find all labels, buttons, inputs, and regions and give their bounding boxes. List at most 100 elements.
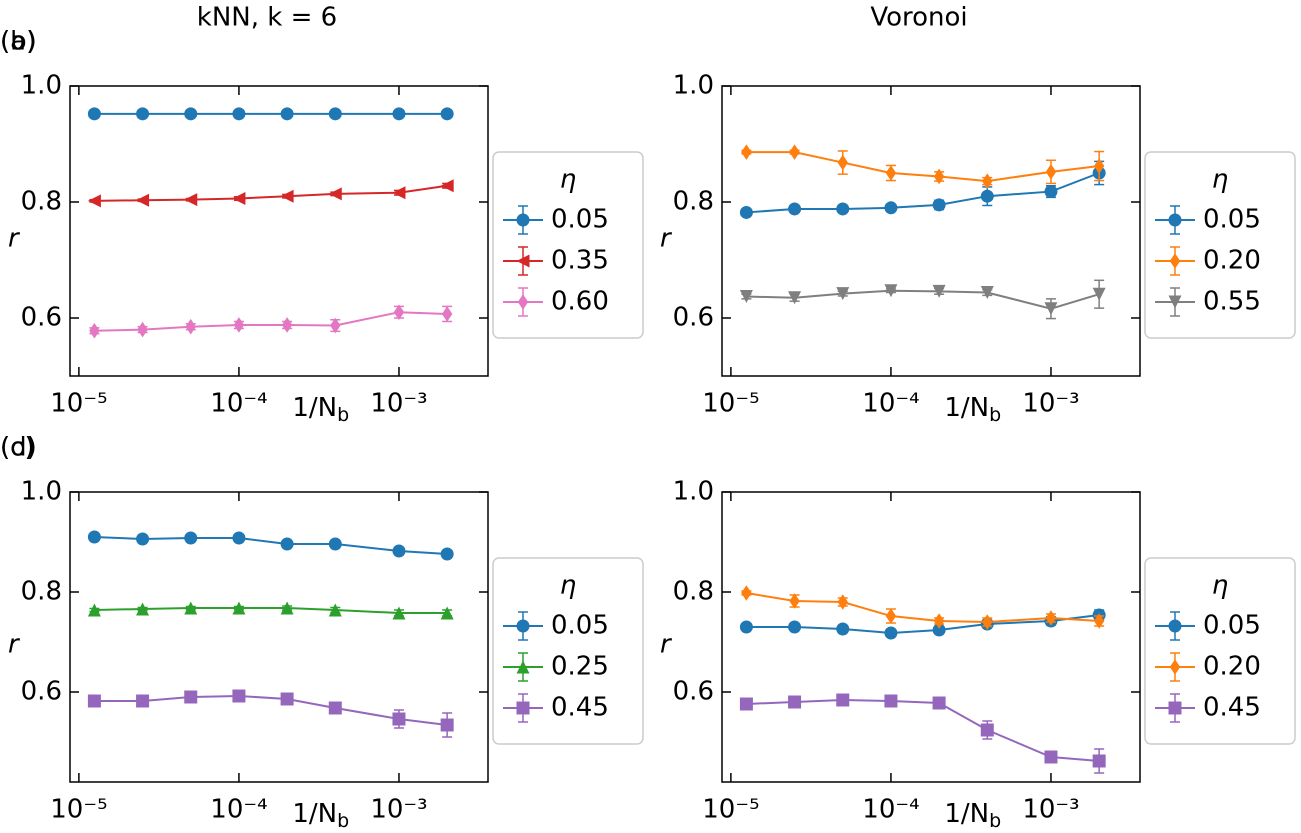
marker [1093,158,1105,174]
legend-title: η [560,571,576,601]
y-axis-label: r [8,224,21,254]
panel: 0.6 0.8 1.0 10⁻⁵ 10⁻⁴ 10⁻³ (a) kNN, k = 6 r 1/Nb η… [0,3,644,426]
marker [836,287,850,301]
legend-title: η [1212,165,1228,195]
marker [137,321,148,338]
x-tick-label: 10⁻⁴ [210,389,267,419]
legend-label: 0.55 [1203,287,1261,317]
series-line [94,536,448,555]
marker [441,306,453,322]
marker [136,193,150,207]
marker [836,693,850,707]
marker [1045,164,1057,180]
panel: 0.60.81.010⁻⁵ 10⁻⁴ 10⁻³(b)Voronoir1/Nbη0.0… [0,3,1296,426]
marker [1093,613,1105,629]
x-tick-label: 10⁻³ [1022,795,1079,825]
plot-frame [721,491,1141,783]
marker [885,165,897,181]
marker [980,189,994,203]
legend-label: 0.20 [1203,652,1261,682]
marker [788,202,802,216]
y-axis-label: r [8,630,21,660]
marker [280,601,294,615]
panel: 0.6 0.8 1.0 10⁻⁵ 10⁻⁴ 10⁻³ (c) r 1/Nb η 0.05 0.25 0.… [0,433,644,832]
marker [516,619,530,633]
legend-label: 0.35 [551,246,609,276]
series-line [94,184,448,202]
x-tick-label: 10⁻⁴ [862,389,919,419]
x-axis-label-sub: b [337,404,349,426]
x-axis-label: 1/Nb [944,799,1001,832]
x-tick-label: 10⁻⁴ [210,795,267,825]
marker [233,317,245,333]
marker [185,318,196,335]
marker [87,107,101,121]
panel-title: Voronoi [870,3,967,33]
marker [836,202,850,216]
series-line [746,698,1100,762]
marker [789,144,800,160]
panel-label: (c) [0,433,35,463]
x-axis-label: 1/Nb [944,393,1001,426]
x-tick-label: 10⁻³ [370,795,427,825]
series-line [746,614,1100,635]
y-tick-label: 0.6 [673,677,714,707]
marker [982,173,993,189]
x-axis-label: 1/Nb [292,799,349,832]
marker [788,291,802,305]
legend-box [1144,557,1296,745]
series-line [94,311,448,332]
legend-title: η [560,165,576,195]
marker [136,532,150,546]
marker [516,254,530,268]
marker [1168,295,1182,309]
marker [517,294,529,310]
marker [392,107,406,121]
x-axis-label-main: 1/N [944,393,989,423]
marker [136,107,150,121]
x-axis-label-sub: b [337,810,349,832]
marker [739,290,753,304]
series-line [746,172,1100,214]
panel-title: kNN, k = 6 [197,3,337,33]
marker [1092,754,1106,768]
marker [741,144,752,160]
marker [328,107,342,121]
legend-label: 0.05 [1203,205,1261,235]
plot-frame [721,85,1141,377]
marker [1044,302,1058,316]
legend-box [1144,151,1296,339]
marker [932,623,946,637]
marker [87,530,101,544]
marker [788,620,802,634]
x-tick-label: 10⁻⁵ [702,389,759,419]
panel: 0.60.81.010⁻⁵ 10⁻⁴ 10⁻³(d)r1/Nbη0.050.200.… [0,433,1296,832]
marker [184,107,198,121]
legend-box [492,557,644,745]
marker [1044,750,1058,764]
marker [440,547,454,561]
marker [884,626,898,640]
y-tick-label: 0.8 [21,577,62,607]
marker [982,614,993,630]
marker [184,690,198,704]
marker [184,193,198,207]
marker [741,585,752,601]
marker [87,194,101,208]
x-tick-label: 10⁻⁵ [50,389,107,419]
plot-frame [69,491,489,783]
marker [980,285,994,299]
marker [232,531,246,545]
marker [932,284,946,298]
y-tick-label: 1.0 [673,71,714,101]
marker [280,107,294,121]
y-tick-label: 0.6 [21,677,62,707]
plot-frame [69,85,489,377]
panel-label: (b) [0,27,37,57]
marker [280,692,294,706]
marker [932,198,946,212]
marker [392,712,406,726]
legend-label: 0.25 [551,652,609,682]
marker [392,544,406,558]
